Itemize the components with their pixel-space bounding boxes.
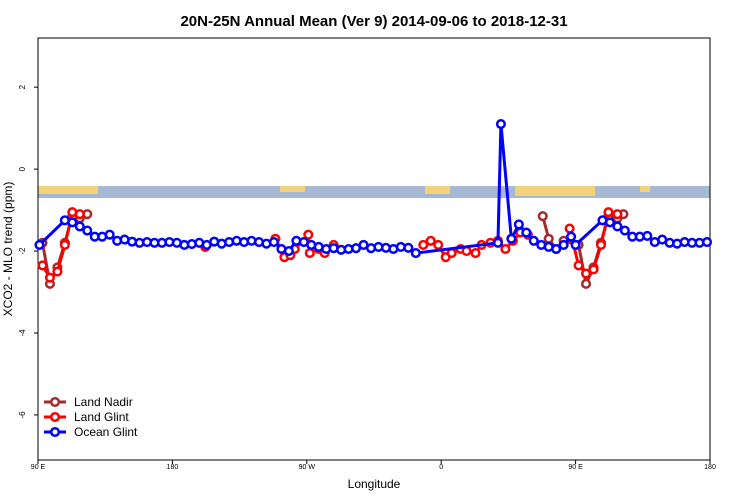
- data-point: [588, 264, 599, 275]
- data-point: [642, 230, 653, 241]
- data-point: [564, 223, 575, 234]
- data-point: [528, 235, 539, 246]
- legend-label: Ocean Glint: [74, 425, 138, 439]
- x-tick-label: 0: [439, 464, 443, 471]
- y-axis-label: XCO2 - MLO trend (ppm): [1, 182, 15, 317]
- x-tick-label: 180: [704, 464, 716, 471]
- data-point: [537, 211, 548, 222]
- data-point: [543, 233, 554, 244]
- data-point: [410, 248, 421, 259]
- data-point: [34, 239, 45, 250]
- data-point: [619, 225, 630, 236]
- chart-title: 20N-25N Annual Mean (Ver 9) 2014-09-06 t…: [180, 13, 567, 30]
- data-point: [59, 239, 70, 250]
- data-point: [570, 239, 581, 250]
- data-point: [304, 248, 315, 259]
- x-tick-label: 90 W: [299, 464, 316, 471]
- data-point: [67, 217, 78, 228]
- x-axis-label: Longitude: [348, 477, 401, 491]
- data-point: [82, 225, 93, 236]
- data-point: [566, 231, 577, 242]
- y-tick-label: -6: [18, 411, 27, 419]
- data-point: [558, 239, 569, 250]
- data-point: [44, 272, 55, 283]
- data-point: [521, 227, 532, 238]
- data-point: [701, 236, 713, 248]
- x-tick-label: 90 E: [31, 464, 46, 471]
- data-point: [433, 239, 444, 250]
- x-tick-label: 90 E: [568, 464, 583, 471]
- data-point: [513, 219, 524, 230]
- data-point: [425, 235, 436, 246]
- data-point: [74, 209, 85, 220]
- y-tick-label: 0: [18, 166, 27, 171]
- data-point: [37, 260, 48, 271]
- data-point: [492, 237, 503, 248]
- data-point: [303, 229, 314, 240]
- legend-label: Land Glint: [74, 410, 129, 424]
- data-point: [604, 217, 615, 228]
- data-point: [603, 207, 614, 218]
- data-point: [500, 243, 511, 255]
- x-tick-label: 180: [167, 464, 179, 471]
- legend-marker: [49, 426, 61, 438]
- data-point: [52, 266, 63, 277]
- map-strip: [38, 186, 710, 198]
- data-point: [283, 245, 294, 257]
- data-point: [573, 260, 584, 271]
- data-point: [418, 239, 429, 250]
- legend-label: Land Nadir: [74, 395, 133, 409]
- y-tick-label: -2: [18, 247, 27, 255]
- legend-marker: [49, 396, 61, 408]
- data-point: [612, 221, 623, 232]
- data-point: [612, 209, 623, 220]
- data-point: [74, 221, 85, 232]
- legend-marker: [49, 411, 61, 423]
- data-point: [506, 233, 517, 244]
- data-point: [495, 118, 506, 130]
- data-point: [403, 242, 414, 253]
- data-point: [595, 239, 607, 250]
- y-tick-label: -4: [18, 329, 27, 337]
- data-point: [551, 243, 562, 255]
- data-point: [470, 248, 481, 259]
- data-point: [581, 268, 592, 279]
- data-point: [581, 278, 592, 289]
- data-point: [104, 229, 115, 240]
- data-point: [268, 236, 279, 248]
- y-tick-label: 2: [18, 84, 27, 89]
